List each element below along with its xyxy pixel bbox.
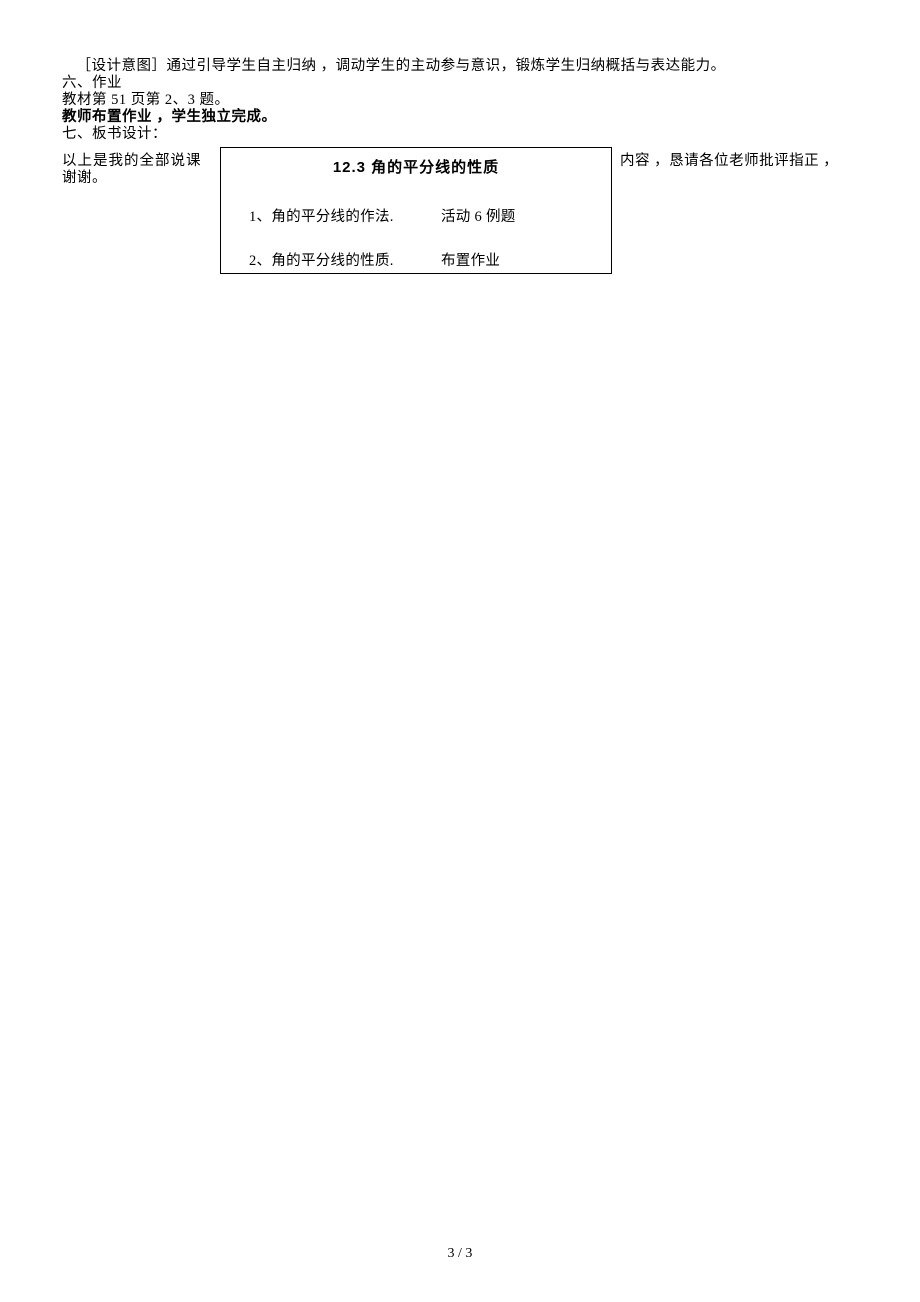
- board-design-box: 12.3 角的平分线的性质 1、角的平分线的作法. 活动 6 例题 2、角的平分…: [220, 147, 612, 274]
- closing-text-right: 内容 ，恳请各位老师批评指正 ，: [620, 153, 838, 170]
- closing-text-left2: 谢谢。: [62, 170, 217, 187]
- document-page: ［设计意图］通过引导学生自主归纳 ，调动学生的主动参与意识，锻炼学生归纳概括与表…: [0, 0, 920, 143]
- board-row1-col2: 活动 6 例题: [441, 205, 516, 226]
- textbook-reference: 教材第 51 页第 2、3 题。: [62, 92, 858, 109]
- teacher-assignment: 教师布置作业 ，学生独立完成。: [62, 109, 858, 126]
- board-row1-col1: 1、角的平分线的作法.: [249, 205, 441, 226]
- page-number: 3 / 3: [0, 1246, 920, 1262]
- section-6-heading: 六、作业: [62, 75, 858, 92]
- board-row-1: 1、角的平分线的作法. 活动 6 例题: [221, 205, 611, 226]
- closing-text-right-content: 内容 ，恳请各位老师批评指正 ，: [620, 153, 838, 169]
- board-row-2: 2、角的平分线的性质. 布置作业: [221, 249, 611, 270]
- board-row2-col1: 2、角的平分线的性质.: [249, 249, 441, 270]
- board-row2-col2: 布置作业: [441, 249, 500, 270]
- closing-text-part2: 谢谢。: [62, 170, 107, 186]
- closing-text-left: 以上是我的全部说课: [62, 153, 217, 170]
- section-7-heading: 七、板书设计：: [62, 126, 858, 143]
- closing-text-part1: 以上是我的全部说课: [62, 153, 202, 169]
- board-title: 12.3 角的平分线的性质: [221, 148, 611, 177]
- design-intent-line: ［设计意图］通过引导学生自主归纳 ，调动学生的主动参与意识，锻炼学生归纳概括与表…: [62, 58, 858, 75]
